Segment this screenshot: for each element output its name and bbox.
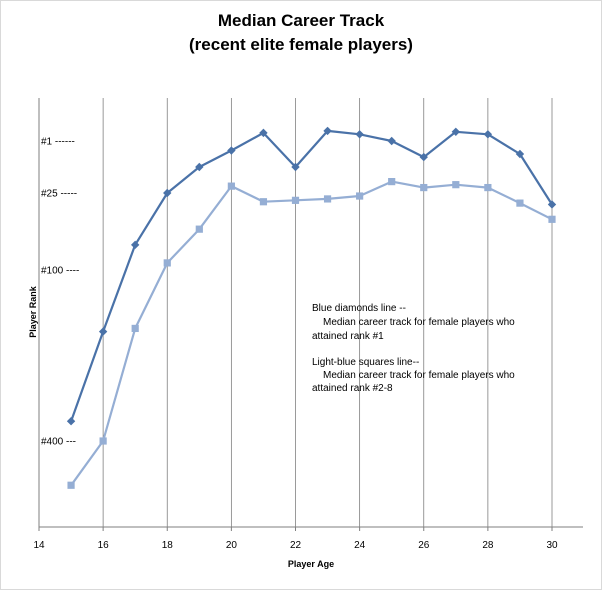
- annotation-line-6: attained rank #2-8: [312, 383, 393, 394]
- diamond-point: [291, 162, 300, 172]
- diamond-point: [387, 136, 396, 146]
- diamond-point: [419, 152, 428, 162]
- square-point: [259, 198, 268, 206]
- square-point: [227, 182, 235, 190]
- diamond-point: [451, 127, 461, 137]
- y-tick-label: #100 ----: [41, 266, 79, 277]
- diamond-point: [515, 149, 525, 159]
- y-tick-label: #400 ---: [41, 437, 76, 448]
- y-axis-label: Player Rank: [28, 285, 38, 338]
- diamond-point: [259, 128, 268, 138]
- x-tick-label: 22: [290, 540, 302, 551]
- x-tick-label: 18: [162, 540, 174, 551]
- x-tick-label: 20: [226, 540, 238, 551]
- square-point: [516, 199, 524, 207]
- annotation-line-2: Median career track for female players w…: [323, 317, 515, 328]
- square-point: [452, 181, 460, 189]
- square-point: [548, 215, 556, 223]
- x-tick-label: 24: [354, 540, 366, 551]
- annotation-line-5: Median career track for female players w…: [323, 370, 515, 381]
- x-tick-label: 16: [98, 540, 110, 551]
- series-2: [67, 178, 556, 489]
- diamond-point: [130, 240, 140, 250]
- y-tick-labels: #1 ------ #25 ----- #100 ---- #400 ---: [41, 137, 79, 448]
- y-tick-label: #25 -----: [41, 189, 77, 200]
- x-axis-label: Player Age: [288, 559, 334, 569]
- y-tick-label: #1 ------: [41, 137, 75, 148]
- annotation: Blue diamonds line -- Median career trac…: [312, 303, 515, 394]
- diamond-point: [355, 130, 364, 139]
- x-tick-labels: 14 16 18 20 22 24 26 28 30: [33, 527, 558, 551]
- series-line-2: [70, 180, 553, 486]
- diamond-point: [323, 126, 332, 136]
- chart-title: Median Career Track: [218, 11, 385, 30]
- diamond-point: [163, 188, 172, 198]
- series-line-1: [70, 129, 553, 422]
- square-point: [388, 178, 396, 186]
- square-point: [484, 183, 492, 192]
- square-point: [99, 437, 107, 445]
- annotation-line-3: attained rank #1: [312, 331, 384, 342]
- x-tick-label: 30: [546, 540, 558, 551]
- diamond-point: [227, 146, 236, 155]
- square-point: [131, 324, 139, 333]
- diamond-point: [483, 130, 493, 139]
- annotation-line-1: Blue diamonds line --: [312, 303, 406, 314]
- diamond-point: [66, 416, 76, 426]
- square-point: [67, 481, 75, 489]
- x-tick-label: 26: [418, 540, 430, 551]
- x-tick-label: 28: [482, 540, 494, 551]
- series-layer: [66, 126, 557, 489]
- diamond-point: [547, 200, 557, 209]
- chart-subtitle: (recent elite female players): [189, 35, 413, 54]
- square-point: [323, 195, 332, 203]
- diamond-point: [195, 162, 204, 172]
- diamond-point: [98, 327, 108, 336]
- square-point: [195, 225, 203, 233]
- square-point: [420, 183, 428, 192]
- square-point: [163, 259, 171, 267]
- square-point: [356, 192, 364, 200]
- series-1: [66, 126, 557, 426]
- x-tick-label: 14: [33, 540, 45, 551]
- square-point: [291, 196, 300, 204]
- annotation-line-4: Light-blue squares line--: [312, 357, 419, 368]
